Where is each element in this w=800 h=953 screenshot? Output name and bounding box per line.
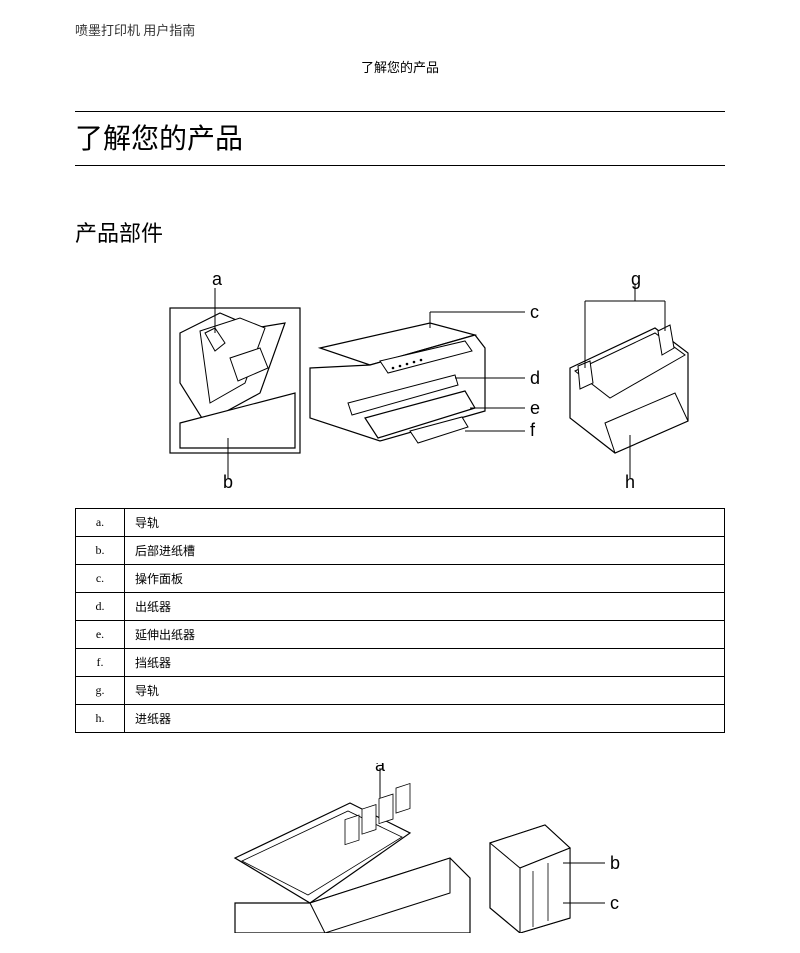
table-row: h.进纸器: [76, 705, 725, 733]
table-row: f.挡纸器: [76, 649, 725, 677]
table-row: a.导轨: [76, 509, 725, 537]
paper-cassette: g h: [570, 273, 688, 488]
part-value: 操作面板: [125, 565, 725, 593]
inset-rear-feed: a b: [170, 273, 300, 488]
callout-f: f: [530, 420, 536, 440]
callout-g: g: [631, 273, 641, 289]
part-key: d.: [76, 593, 125, 621]
table-row: e.延伸出纸器: [76, 621, 725, 649]
part-key: c.: [76, 565, 125, 593]
table-row: c.操作面板: [76, 565, 725, 593]
callout-c: c: [530, 302, 539, 322]
callout-h: h: [625, 472, 635, 488]
part-value: 进纸器: [125, 705, 725, 733]
callout2-a: a: [375, 763, 386, 775]
part-key: a.: [76, 509, 125, 537]
part-value: 导轨: [125, 677, 725, 705]
callout-e: e: [530, 398, 540, 418]
inset-cartridge: b c: [490, 825, 620, 933]
callout2-b: b: [610, 853, 620, 873]
part-value: 出纸器: [125, 593, 725, 621]
printer-body: c d e f: [310, 273, 540, 443]
part-value: 挡纸器: [125, 649, 725, 677]
part-key: b.: [76, 537, 125, 565]
callout-b: b: [223, 472, 233, 488]
diagram-product-parts: a b c d e f: [110, 273, 690, 488]
diagram-open-printer: a b c: [150, 763, 650, 933]
part-value: 延伸出纸器: [125, 621, 725, 649]
doc-title: 喷墨打印机 用户指南: [75, 20, 725, 39]
part-value: 导轨: [125, 509, 725, 537]
table-row: b.后部进纸槽: [76, 537, 725, 565]
breadcrumb: 了解您的产品: [75, 57, 725, 76]
part-key: f.: [76, 649, 125, 677]
part-key: g.: [76, 677, 125, 705]
callout2-c: c: [610, 893, 619, 913]
callout-d: d: [530, 368, 540, 388]
part-key: e.: [76, 621, 125, 649]
section-title-parts: 产品部件: [75, 216, 725, 248]
callout-a: a: [212, 273, 223, 289]
page-title: 了解您的产品: [75, 111, 725, 166]
table-row: d.出纸器: [76, 593, 725, 621]
parts-table: a.导轨b.后部进纸槽c.操作面板d.出纸器e.延伸出纸器f.挡纸器g.导轨h.…: [75, 508, 725, 733]
part-key: h.: [76, 705, 125, 733]
table-row: g.导轨: [76, 677, 725, 705]
part-value: 后部进纸槽: [125, 537, 725, 565]
